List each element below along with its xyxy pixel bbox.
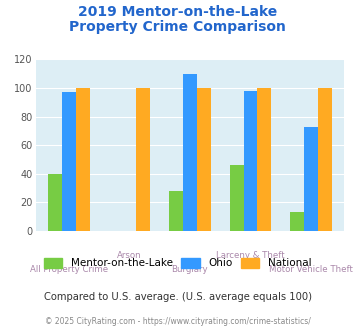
Text: Compared to U.S. average. (U.S. average equals 100): Compared to U.S. average. (U.S. average … <box>44 292 311 302</box>
Bar <box>136 88 150 231</box>
Bar <box>230 165 244 231</box>
Text: © 2025 CityRating.com - https://www.cityrating.com/crime-statistics/: © 2025 CityRating.com - https://www.city… <box>45 317 310 326</box>
Bar <box>290 213 304 231</box>
Text: Property Crime Comparison: Property Crime Comparison <box>69 20 286 34</box>
Text: Arson: Arson <box>117 251 142 260</box>
Bar <box>244 91 257 231</box>
Text: 2019 Mentor-on-the-Lake: 2019 Mentor-on-the-Lake <box>78 5 277 19</box>
Text: Burglary: Burglary <box>171 265 208 274</box>
Bar <box>197 88 211 231</box>
Bar <box>62 92 76 231</box>
Text: Larceny & Theft: Larceny & Theft <box>216 251 285 260</box>
Bar <box>257 88 271 231</box>
Bar <box>169 191 183 231</box>
Bar <box>183 74 197 231</box>
Bar <box>76 88 90 231</box>
Text: All Property Crime: All Property Crime <box>30 265 108 274</box>
Bar <box>318 88 332 231</box>
Text: Motor Vehicle Theft: Motor Vehicle Theft <box>269 265 353 274</box>
Bar <box>48 174 62 231</box>
Legend: Mentor-on-the-Lake, Ohio, National: Mentor-on-the-Lake, Ohio, National <box>44 258 311 268</box>
Bar <box>304 127 318 231</box>
